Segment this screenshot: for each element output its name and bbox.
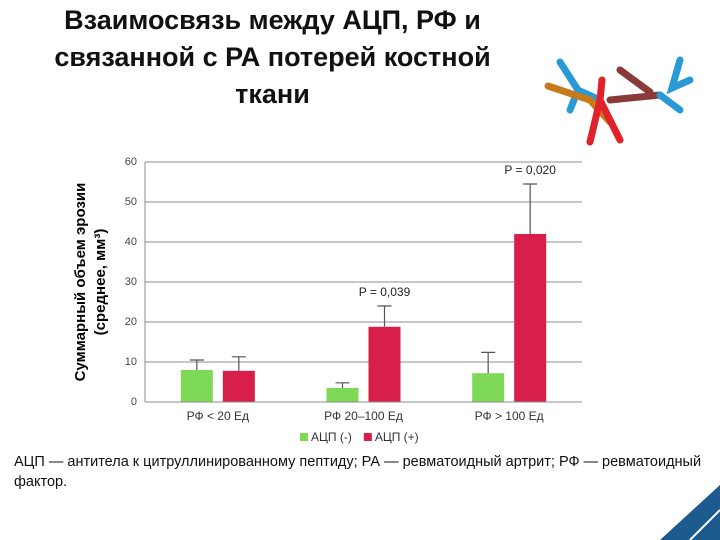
- error-bar: [523, 183, 538, 234]
- y-tick-label: 30: [125, 276, 137, 288]
- error-bar: [189, 359, 204, 370]
- y-axis-label-line: (среднее, мм³): [92, 229, 109, 336]
- error-bar: [377, 305, 392, 327]
- bar: [326, 388, 359, 402]
- error-bar: [335, 382, 350, 388]
- error-bar: [231, 356, 246, 371]
- legend-label: АЦП (-): [311, 430, 352, 444]
- bar: [472, 373, 505, 402]
- y-tick-label: 40: [125, 236, 137, 248]
- x-tick-label: РФ < 20 Ед: [187, 409, 249, 423]
- error-bar: [481, 351, 496, 374]
- antibody-icons: [544, 56, 694, 146]
- bar: [514, 234, 547, 402]
- y-tick-label: 50: [125, 196, 137, 208]
- bar: [180, 370, 213, 402]
- legend-swatch: [300, 433, 308, 441]
- p-value-annotation: P = 0,039: [359, 285, 411, 299]
- y-axis-label-line: Суммарный объем эрозии: [72, 183, 89, 382]
- y-axis-label: Суммарный объем эрозии (среднее, мм³): [72, 183, 109, 382]
- legend-label: АЦП (+): [375, 430, 419, 444]
- x-tick-label: РФ 20–100 Ед: [324, 409, 403, 423]
- corner-decoration: [660, 485, 720, 540]
- y-tick-label: 0: [131, 396, 137, 408]
- corner-decoration: [689, 509, 720, 540]
- y-tick-label: 10: [125, 356, 137, 368]
- bar: [368, 326, 401, 402]
- x-tick-label: РФ > 100 Ед: [475, 409, 544, 423]
- legend-swatch: [363, 433, 372, 441]
- p-value-annotation: P = 0,020: [504, 163, 556, 177]
- footnote: АЦП — антитела к цитруллинированному пеп…: [14, 454, 702, 490]
- y-tick-label: 20: [125, 316, 137, 328]
- bar: [222, 370, 255, 402]
- y-tick-label: 60: [125, 156, 137, 168]
- slide-title: Взаимосвязь между АЦП, РФ и связанной с …: [54, 5, 491, 109]
